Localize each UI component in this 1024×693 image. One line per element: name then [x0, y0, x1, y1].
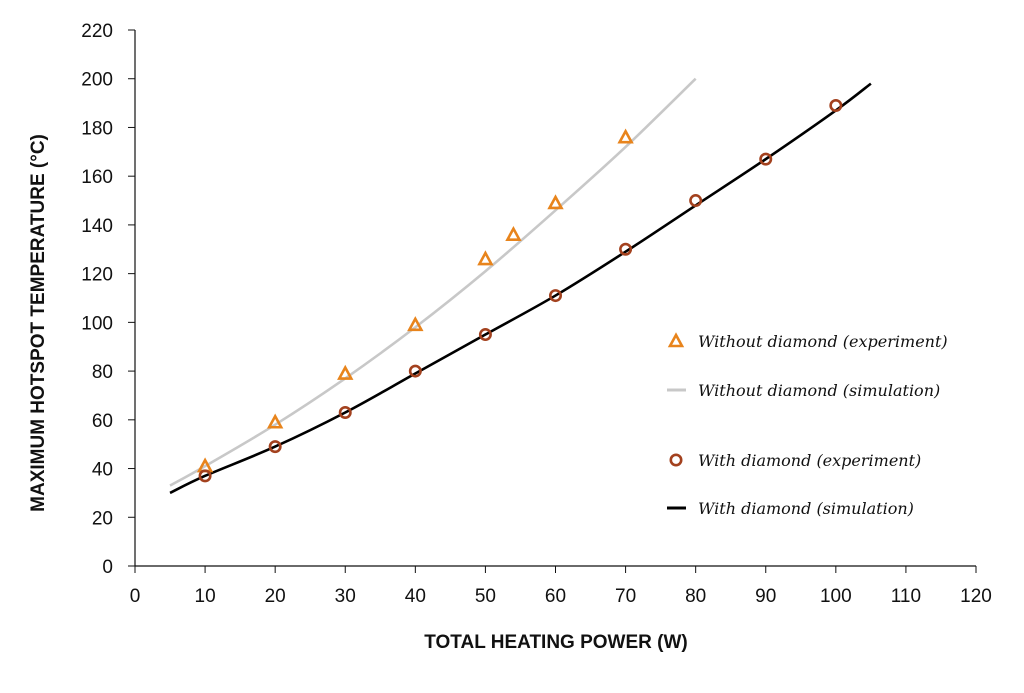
y-tick-label: 20	[92, 508, 113, 529]
data-point-circle	[689, 194, 703, 208]
x-tick-label: 20	[265, 586, 286, 607]
legend-label: Without diamond (simulation)	[698, 381, 940, 400]
y-tick-label: 120	[81, 265, 113, 286]
data-point-circle	[548, 289, 562, 303]
data-point-circle	[619, 242, 633, 256]
x-tick-label: 90	[755, 586, 776, 607]
legend-triangle-icon	[667, 332, 685, 348]
x-tick-label: 70	[615, 586, 636, 607]
legend-item: With diamond (simulation)	[667, 499, 914, 518]
x-tick-label: 30	[335, 586, 356, 607]
legend-circle-icon	[669, 453, 683, 467]
x-tick-label: 0	[130, 586, 141, 607]
data-point-triangle	[617, 128, 634, 144]
y-tick-label: 100	[81, 313, 113, 334]
y-tick-label: 60	[92, 411, 113, 432]
axes: 0 10 20 30 40 50 60 70 80 90 100 110 120 0 20 40 60 80 100…	[81, 21, 992, 607]
y-tick-label: 80	[92, 362, 113, 383]
x-tick-label: 10	[195, 586, 216, 607]
x-tick-label: 120	[960, 586, 992, 607]
legend-label: With diamond (experiment)	[698, 451, 921, 470]
series-line-without-diamond-simulation-	[169, 77, 697, 487]
x-tick-label: 50	[475, 586, 496, 607]
y-tick-label: 180	[81, 118, 113, 139]
data-point-circle	[338, 406, 352, 420]
legend-item: Without diamond (simulation)	[667, 381, 940, 400]
data-point-circle	[478, 328, 492, 342]
y-tick-label: 160	[81, 167, 113, 188]
y-tick-label: 40	[92, 460, 113, 481]
data-point-circle	[198, 469, 212, 483]
data-point-triangle	[407, 316, 424, 332]
data-point-circle	[408, 364, 422, 378]
legend: Without diamond (experiment) Without diam…	[667, 332, 948, 518]
series-line-with-diamond-simulation-	[169, 82, 872, 495]
data-point-triangle	[477, 250, 494, 266]
legend-item: Without diamond (experiment)	[667, 332, 948, 351]
x-tick-label: 100	[820, 586, 852, 607]
data-point-triangle	[505, 225, 522, 241]
plot-marks	[169, 77, 872, 495]
y-tick-label: 140	[81, 216, 113, 237]
x-tick-label: 110	[891, 586, 921, 607]
x-tick-label: 40	[405, 586, 426, 607]
y-axis-label: MAXIMUM HOTSPOT TEMPERATURE (°C)	[28, 134, 49, 512]
y-tick-label: 200	[81, 70, 113, 91]
legend-label: Without diamond (experiment)	[698, 332, 948, 351]
data-point-circle	[759, 152, 773, 166]
data-point-circle	[829, 99, 843, 113]
data-point-triangle	[547, 194, 564, 210]
data-point-triangle	[266, 413, 284, 429]
legend-label: With diamond (simulation)	[698, 499, 914, 518]
legend-item: With diamond (experiment)	[669, 451, 921, 470]
y-tick-label: 220	[81, 21, 113, 42]
data-point-circle	[268, 440, 282, 454]
data-point-triangle	[337, 364, 354, 380]
x-tick-label: 80	[685, 586, 706, 607]
y-tick-label: 0	[102, 557, 113, 578]
x-tick-label: 60	[545, 586, 566, 607]
x-axis-label: TOTAL HEATING POWER (W)	[424, 632, 688, 653]
